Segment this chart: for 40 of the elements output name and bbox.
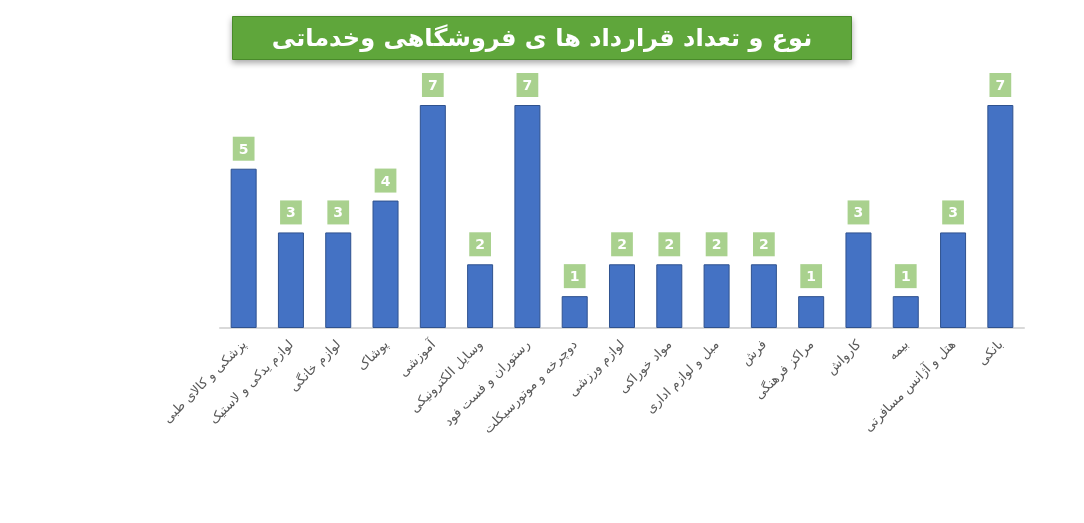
x-tick-label: کارواش bbox=[823, 336, 866, 378]
bar bbox=[703, 264, 730, 328]
bar bbox=[561, 296, 588, 328]
bar bbox=[656, 264, 683, 328]
data-label: 7 bbox=[427, 77, 438, 93]
x-tick-label: فرش bbox=[737, 336, 770, 369]
bar bbox=[467, 264, 494, 328]
data-label: 2 bbox=[664, 236, 675, 253]
data-label: 4 bbox=[380, 172, 391, 189]
data-label: 1 bbox=[900, 268, 911, 285]
bar bbox=[514, 105, 541, 328]
data-label: 2 bbox=[711, 236, 722, 253]
data-label: 3 bbox=[948, 204, 958, 221]
data-label: 3 bbox=[333, 204, 344, 221]
bar bbox=[372, 200, 399, 328]
bar bbox=[892, 296, 919, 328]
bar bbox=[325, 232, 352, 328]
data-label: 2 bbox=[617, 236, 627, 253]
bar bbox=[419, 105, 446, 328]
bar bbox=[940, 232, 967, 328]
x-tick-label: بانکی bbox=[974, 336, 1006, 368]
x-tick-label: پوشاک bbox=[354, 336, 392, 375]
data-label: 1 bbox=[806, 268, 817, 285]
data-label: 2 bbox=[759, 236, 769, 253]
data-label: 2 bbox=[475, 236, 485, 253]
bar bbox=[608, 264, 636, 328]
data-label: 5 bbox=[238, 140, 249, 157]
bar bbox=[277, 232, 304, 328]
data-label: 3 bbox=[853, 204, 864, 221]
bar bbox=[987, 105, 1014, 328]
data-label: 1 bbox=[569, 268, 580, 285]
bar bbox=[750, 264, 777, 328]
bar bbox=[230, 168, 257, 328]
bar bbox=[798, 296, 825, 328]
x-tick-label: بیمه bbox=[884, 336, 912, 363]
bar bbox=[845, 232, 872, 328]
data-label: 3 bbox=[286, 204, 296, 221]
data-label: 7 bbox=[995, 77, 1006, 93]
chart-title: نوع و تعداد قرارداد ها ی فروشگاهی وخدماتی bbox=[271, 24, 813, 52]
data-label: 7 bbox=[522, 77, 533, 93]
